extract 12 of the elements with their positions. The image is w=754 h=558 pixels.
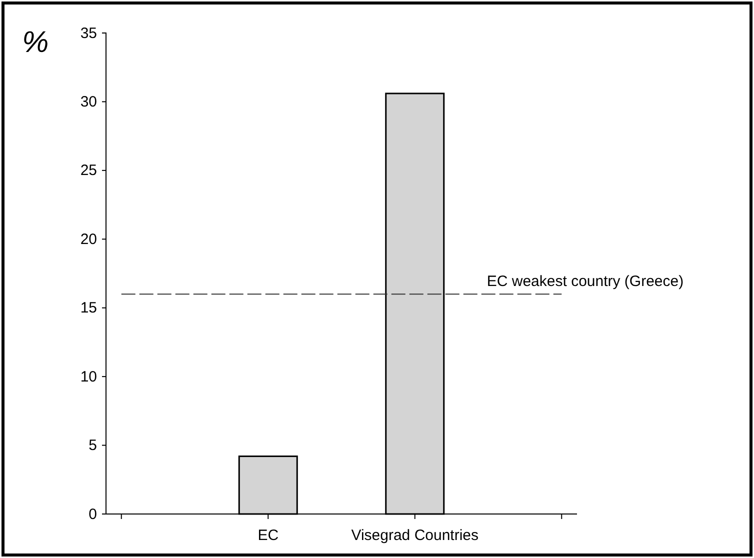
x-tick-label: EC <box>258 527 279 544</box>
y-tick-label: 30 <box>80 94 97 111</box>
y-tick-label: 15 <box>80 300 97 317</box>
y-axis-title: % <box>22 26 49 59</box>
y-tick-label: 35 <box>80 24 97 42</box>
y-tick-label: 5 <box>88 437 97 454</box>
y-tick-label: 20 <box>80 230 97 248</box>
y-tick-label: 0 <box>88 506 97 523</box>
y-tick-label: 10 <box>80 368 97 386</box>
ref-line-label: EC weakest country (Greece) <box>486 273 684 290</box>
x-tick-label: Visegrad Countries <box>351 527 479 544</box>
y-tick-label: 25 <box>80 162 97 180</box>
